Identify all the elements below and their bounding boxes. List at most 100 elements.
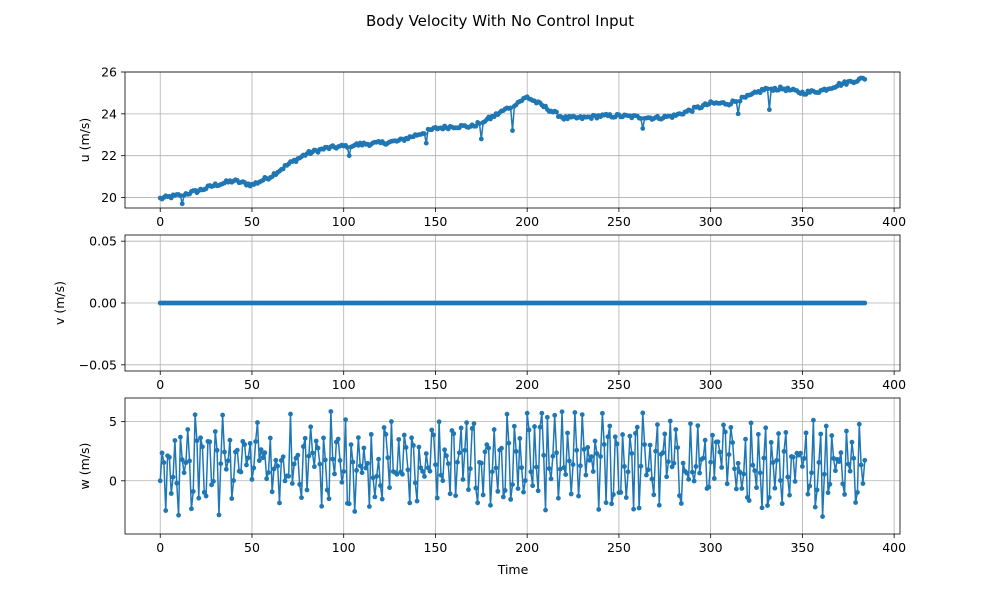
data-point [314, 439, 319, 444]
data-point [767, 107, 772, 112]
data-point [861, 481, 866, 486]
data-point [837, 459, 842, 464]
data-point [376, 457, 381, 462]
data-point [793, 479, 798, 484]
data-point [488, 503, 493, 508]
data-point [301, 444, 306, 449]
data-point [807, 484, 812, 489]
data-point [543, 508, 548, 513]
data-point [761, 456, 766, 461]
data-point [697, 471, 702, 476]
data-point [338, 458, 343, 463]
data-point [288, 412, 293, 417]
data-point [611, 492, 616, 497]
data-point [516, 486, 521, 491]
data-point [239, 470, 244, 475]
data-point [739, 486, 744, 491]
data-point [442, 447, 447, 452]
data-point [189, 506, 194, 511]
data-point [815, 488, 820, 493]
data-point [817, 460, 822, 465]
data-point [341, 469, 346, 474]
data-point [673, 427, 678, 432]
subplot-w: 0 50 100 150 200 250 300 350 40005w (m/s) [77, 398, 906, 555]
data-point [437, 419, 442, 424]
data-point [752, 468, 757, 473]
subplot-v: 0 50 100 150 200 250 300 350 400−0.050.000.05v (… [52, 234, 906, 392]
data-point [798, 451, 803, 456]
data-point [356, 435, 361, 440]
data-point [857, 422, 862, 427]
data-point [490, 469, 495, 474]
x-tick-label: 50 [244, 377, 260, 392]
data-point [604, 500, 609, 505]
data-point [360, 470, 365, 475]
data-point [549, 476, 554, 481]
y-axis-label-w: w (m/s) [77, 443, 92, 490]
data-point [565, 431, 570, 436]
data-point [664, 474, 669, 479]
data-point [717, 450, 722, 455]
x-tick-label: 100 [332, 540, 356, 555]
data-point [224, 467, 229, 472]
data-point [640, 411, 645, 416]
data-point [459, 425, 464, 430]
data-point [600, 411, 605, 416]
data-point [785, 475, 790, 480]
data-point [563, 472, 568, 477]
data-point [694, 464, 699, 469]
data-point [503, 488, 508, 493]
x-tick-label: 300 [699, 377, 723, 392]
data-point [321, 436, 326, 441]
data-point [220, 413, 225, 418]
data-point [749, 420, 754, 425]
data-point [695, 423, 700, 428]
data-point [567, 459, 572, 464]
figure-title: Body Velocity With No Control Input [366, 12, 634, 30]
data-point [339, 480, 344, 485]
data-point [481, 493, 486, 498]
data-point [550, 454, 555, 459]
data-point [666, 459, 671, 464]
data-point [365, 461, 370, 466]
data-point [277, 501, 282, 506]
data-point [406, 467, 411, 472]
data-point [727, 452, 732, 457]
data-point [173, 438, 178, 443]
data-point [662, 432, 667, 437]
data-point [347, 153, 352, 158]
x-tick-label: 100 [332, 214, 356, 229]
data-point [385, 455, 390, 460]
data-point [585, 445, 590, 450]
data-point [457, 450, 462, 455]
x-tick-label: 250 [607, 377, 631, 392]
data-point [602, 442, 607, 447]
x-tick-label: 200 [515, 214, 539, 229]
data-point [769, 440, 774, 445]
data-point [349, 442, 354, 447]
data-point [310, 451, 315, 456]
data-point [433, 462, 438, 467]
data-point [710, 433, 715, 438]
data-point [475, 500, 480, 505]
data-point [571, 462, 576, 467]
data-point [217, 513, 222, 518]
data-point [317, 462, 322, 467]
data-point [653, 449, 658, 454]
data-point [591, 469, 596, 474]
data-point [417, 445, 422, 450]
data-point [806, 492, 811, 497]
x-tick-label: 100 [332, 377, 356, 392]
data-point [435, 496, 440, 501]
data-point [228, 438, 233, 443]
data-point [275, 464, 280, 469]
data-point [387, 485, 392, 490]
data-point [336, 437, 341, 442]
data-point [402, 433, 407, 438]
data-point [813, 505, 818, 510]
data-point [259, 447, 264, 452]
y-tick-label: 0.05 [89, 234, 117, 249]
data-point [541, 453, 546, 458]
data-point [776, 431, 781, 436]
